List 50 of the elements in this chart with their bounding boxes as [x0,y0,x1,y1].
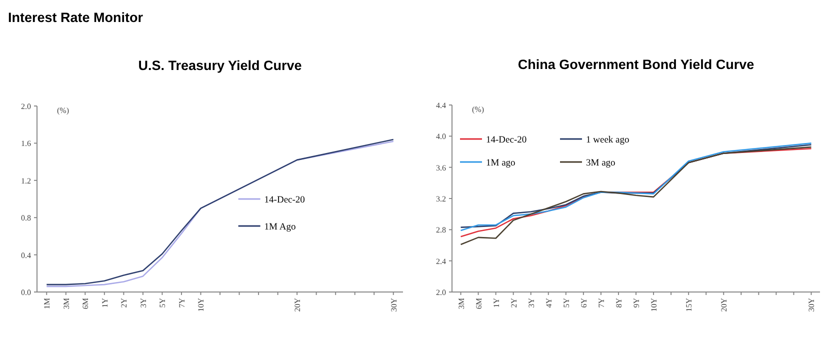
x-tick-label: 9Y [632,298,641,308]
x-tick-label: 1M [42,298,52,310]
y-tick-label: 1.6 [21,139,31,148]
chart-title: U.S. Treasury Yield Curve [138,58,302,73]
y-tick-label: 0.8 [21,214,31,223]
y-tick-label: 0.4 [21,250,31,260]
x-tick-label: 1Y [100,298,110,308]
x-tick-label: 30Y [389,298,398,312]
x-tick-label: 3Y [526,298,536,308]
x-tick-label: 2Y [509,298,518,308]
legend-label: 3M ago [586,158,616,168]
y-tick-label: 2.8 [436,226,446,235]
x-tick-label: 4Y [544,298,554,308]
x-tick-label: 5Y [562,298,571,308]
y-axis-title: (%) [472,105,484,114]
x-tick-label: 15Y [684,298,694,312]
x-tick-label: 10Y [196,298,206,312]
y-axis-title: (%) [57,106,70,115]
x-tick-label: 3M [62,298,71,310]
y-tick-label: 2.4 [436,256,446,266]
x-tick-label: 2Y [120,298,129,308]
x-tick-label: 10Y [650,298,659,312]
x-tick-label: 20Y [720,298,729,312]
y-tick-label: 3.6 [436,163,446,172]
legend-label: 1M Ago [264,222,296,232]
x-tick-label: 5Y [158,298,168,308]
x-tick-label: 6M [474,298,484,310]
x-tick-label: 1Y [492,298,501,308]
x-tick-label: 6M [81,298,90,310]
y-tick-label: 2.0 [436,288,446,297]
y-tick-label: 3.2 [436,194,446,204]
legend-label: 14-Dec-20 [264,196,306,206]
chart-title: China Government Bond Yield Curve [518,57,755,72]
x-tick-label: 6Y [579,298,588,308]
legend-label: 1 week ago [586,136,630,146]
y-tick-label: 4.4 [436,101,446,110]
x-tick-label: 20Y [293,298,302,312]
y-tick-label: 2.0 [21,102,31,111]
x-tick-label: 7Y [596,298,606,308]
legend-label: 1M ago [486,158,516,168]
text: Interest Rate Monitor [8,10,144,25]
x-tick-label: 3M [456,298,466,310]
y-tick-label: 4.0 [436,132,446,142]
y-tick-label: 1.2 [21,176,31,186]
x-tick-label: 30Y [807,298,816,312]
y-tick-label: 0.0 [21,288,31,297]
legend-label: 14-Dec-20 [486,136,527,146]
x-tick-label: 7Y [177,298,186,308]
x-tick-label: 3Y [138,298,148,308]
x-tick-label: 8Y [614,298,624,308]
